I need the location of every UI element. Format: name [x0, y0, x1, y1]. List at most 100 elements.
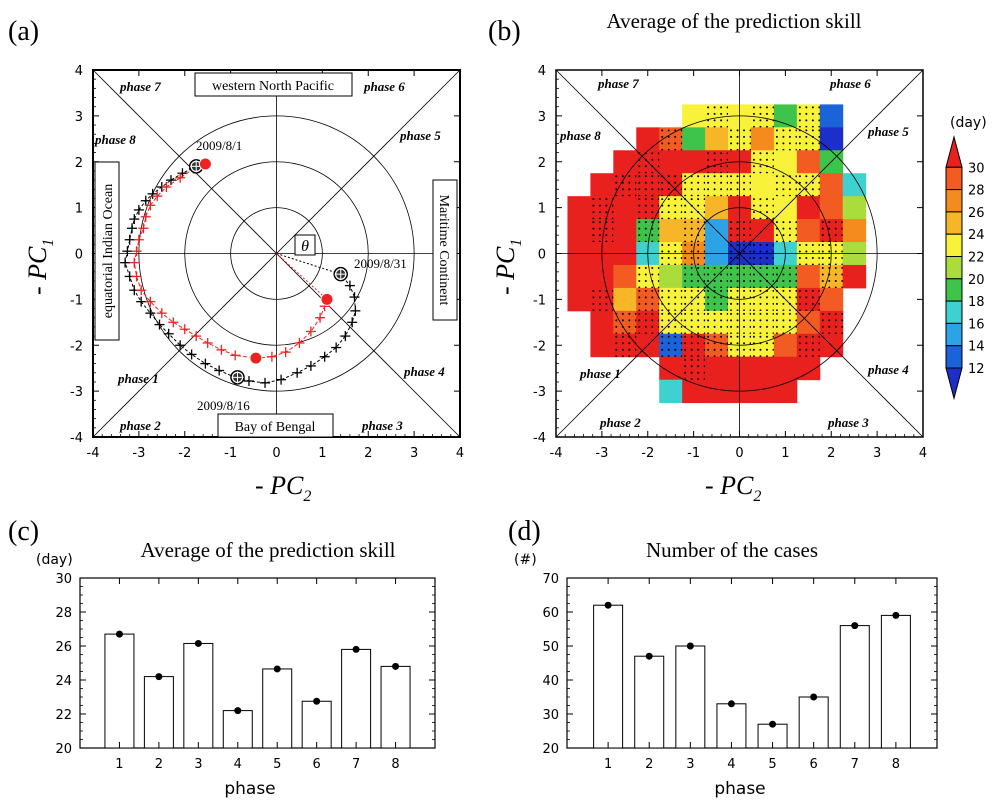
significance-dot	[707, 296, 710, 299]
significance-dot	[821, 279, 824, 282]
significance-dot	[644, 175, 647, 178]
heatmap-cell	[636, 173, 660, 197]
significance-dot	[707, 325, 710, 328]
black-trajectory-point	[305, 360, 316, 371]
black-trajectory-point	[243, 376, 254, 387]
significance-dot	[621, 342, 624, 345]
significance-dot	[667, 204, 670, 207]
significance-dot	[667, 198, 670, 201]
black-trajectory-point	[154, 319, 165, 330]
significance-dot	[644, 302, 647, 305]
phase-5-label: phase 5	[399, 128, 441, 143]
significance-dot	[730, 335, 733, 338]
significance-dot	[821, 227, 824, 230]
b-phase-5-label: phase 5	[867, 124, 909, 139]
colorbar-swatch	[945, 345, 963, 369]
significance-dot	[621, 348, 624, 351]
panel-c-skill-bars: (c) Average of the prediction skill (day…	[8, 516, 436, 799]
significance-dot	[690, 325, 693, 328]
significance-dot	[697, 221, 700, 224]
significance-dot	[788, 129, 791, 132]
significance-dot	[638, 221, 641, 224]
significance-dot	[720, 106, 723, 109]
significance-dot	[811, 112, 814, 115]
significance-dot	[834, 273, 837, 276]
significance-dot	[743, 342, 746, 345]
significance-dot	[798, 106, 801, 109]
heatmap-cell	[773, 104, 798, 128]
significance-dot	[775, 234, 778, 237]
significance-dot	[805, 257, 808, 260]
significance-dot	[782, 312, 785, 315]
significance-dot	[661, 335, 664, 338]
significance-dot	[782, 142, 785, 145]
significance-dot	[775, 175, 778, 178]
significance-dot	[661, 181, 664, 184]
y-tick-label: 0	[538, 248, 546, 263]
heatmap-cell	[636, 196, 660, 220]
y-tick-label: -1	[70, 293, 83, 308]
y-tick-label: 1	[538, 202, 546, 217]
significance-dot	[759, 152, 762, 155]
black-trajectory-point	[200, 358, 211, 369]
significance-dot	[841, 319, 844, 322]
b-phase-4-label: phase 4	[867, 362, 909, 377]
significance-dot	[752, 211, 755, 214]
significance-dot	[707, 342, 710, 345]
significance-dot	[743, 221, 746, 224]
significance-dot	[674, 204, 677, 207]
x-tick-label: -1	[687, 446, 700, 461]
heatmap-cell	[705, 196, 729, 220]
significance-dot	[759, 106, 762, 109]
significance-dot	[713, 348, 716, 351]
x-tick-label: 8	[391, 757, 399, 772]
significance-dot	[752, 106, 755, 109]
heatmap-cell	[682, 356, 706, 381]
significance-dot	[684, 227, 687, 230]
theta-label: θ	[301, 238, 309, 255]
red-trajectory-point	[145, 296, 156, 307]
significance-dot	[805, 175, 808, 178]
significance-dot	[782, 221, 785, 224]
heatmap-cell	[659, 287, 683, 312]
significance-dot	[752, 302, 755, 305]
bar-value-dot	[727, 700, 735, 708]
significance-dot	[743, 250, 746, 253]
panel-b-xlabel: - PC2	[705, 471, 761, 505]
significance-dot	[638, 273, 641, 276]
significance-dot	[674, 325, 677, 328]
colorbar-tick-label: 16	[968, 317, 985, 332]
significance-dot	[684, 279, 687, 282]
significance-dot	[743, 227, 746, 230]
significance-dot	[697, 266, 700, 269]
x-tick-label: 3	[410, 446, 418, 461]
significance-dot	[788, 135, 791, 138]
heatmap-cell	[682, 104, 706, 128]
significance-dot	[720, 181, 723, 184]
significance-dot	[638, 204, 641, 207]
significance-dot	[828, 312, 831, 315]
significance-dot	[788, 279, 791, 282]
significance-dot	[690, 227, 693, 230]
significance-dot	[707, 106, 710, 109]
significance-dot	[775, 181, 778, 184]
significance-dot	[782, 319, 785, 322]
black-trajectory-point	[145, 308, 156, 319]
significance-dot	[690, 365, 693, 368]
significance-dot	[805, 119, 808, 122]
significance-dot	[638, 266, 641, 269]
bar	[380, 665, 411, 749]
significance-dot	[644, 312, 647, 315]
black-trajectory-point	[129, 214, 140, 225]
heatmap-cell	[819, 287, 844, 312]
heatmap-cell	[590, 264, 614, 289]
significance-dot	[828, 325, 831, 328]
significance-dot	[713, 188, 716, 191]
heatmap-cell	[773, 219, 798, 243]
heatmap-cell	[682, 173, 706, 197]
x-tick-label: 3	[873, 446, 881, 461]
significance-dot	[615, 181, 618, 184]
significance-dot	[798, 342, 801, 345]
significance-dot	[598, 234, 601, 237]
heatmap-cell	[659, 150, 683, 174]
